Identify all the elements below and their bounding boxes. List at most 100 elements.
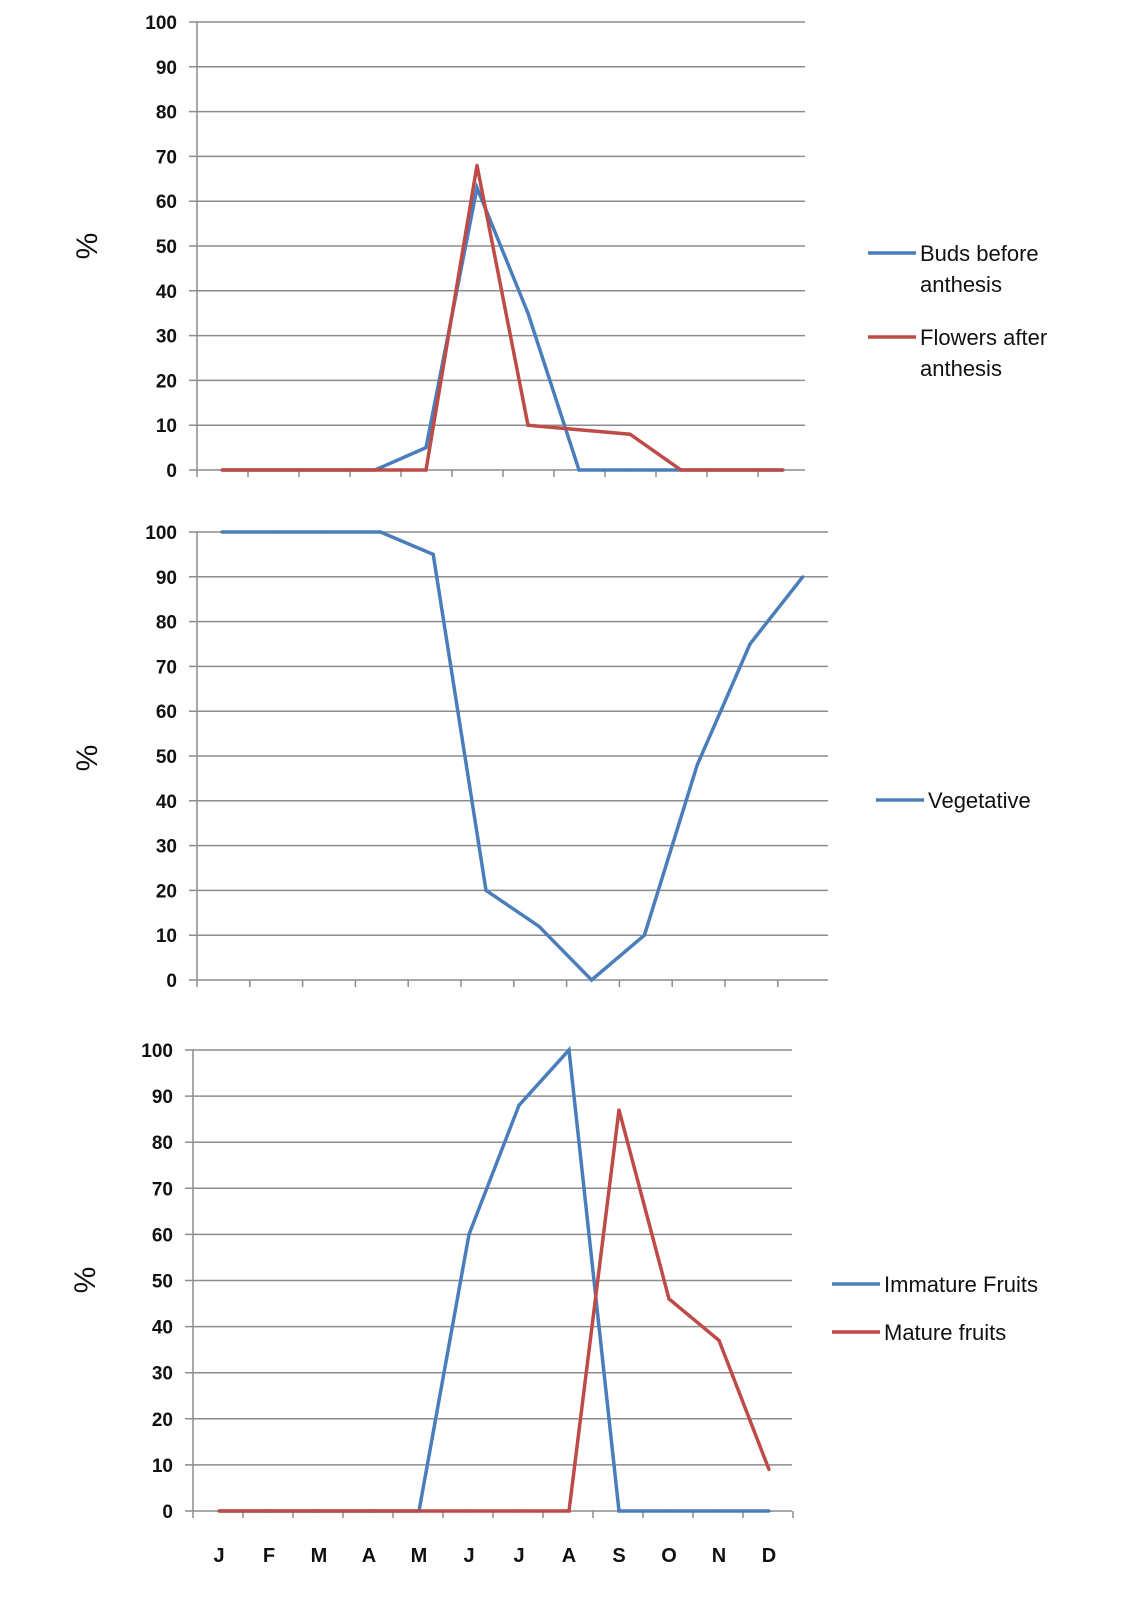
data-point-2-1-10 bbox=[695, 763, 699, 767]
x-tick-label-3-12: D bbox=[762, 1545, 776, 1567]
y-tick-label-2-90: 90 bbox=[156, 568, 177, 589]
y-tick-label-1-60: 60 bbox=[156, 192, 177, 213]
y-tick-label-3-40: 40 bbox=[152, 1318, 173, 1339]
y-tick-label-2-60: 60 bbox=[156, 702, 177, 723]
data-point-3-1-10 bbox=[667, 1509, 671, 1513]
y-tick-label-1-90: 90 bbox=[156, 58, 177, 79]
data-point-3-1-7 bbox=[517, 1103, 521, 1107]
y-tick-label-1-0: 0 bbox=[166, 461, 177, 482]
y-tick-label-3-10: 10 bbox=[152, 1456, 173, 1477]
legend-label-1-2: Flowers after bbox=[920, 325, 1047, 350]
y-tick-label-3-20: 20 bbox=[152, 1410, 173, 1431]
data-point-1-2-11 bbox=[730, 468, 734, 472]
data-point-2-1-4 bbox=[378, 530, 382, 534]
data-point-2-1-5 bbox=[431, 552, 435, 557]
y-tick-label-2-0: 0 bbox=[166, 971, 177, 992]
legend-label-1-1: Buds before bbox=[920, 241, 1039, 266]
data-point-2-1-8 bbox=[590, 978, 594, 982]
series-line-1-2 bbox=[222, 165, 783, 472]
y-tick-label-1-20: 20 bbox=[156, 371, 177, 392]
data-point-1-1-8 bbox=[577, 468, 581, 472]
data-point-3-2-10 bbox=[667, 1297, 671, 1301]
legend-label-1-2-line2: anthesis bbox=[920, 356, 1002, 381]
x-tick-label-3-4: A bbox=[362, 1545, 376, 1567]
series-line-3-2 bbox=[219, 1109, 771, 1513]
data-point-2-1-1 bbox=[220, 530, 224, 534]
x-tick-label-3-9: S bbox=[612, 1545, 625, 1567]
data-point-3-2-3 bbox=[317, 1509, 321, 1513]
y-axis-label-2: % bbox=[71, 745, 104, 772]
y-tick-label-1-70: 70 bbox=[156, 147, 177, 168]
data-point-3-1-9 bbox=[617, 1509, 621, 1513]
x-tick-label-3-7: J bbox=[513, 1545, 524, 1567]
data-point-1-2-6 bbox=[475, 163, 479, 167]
data-point-1-1-7 bbox=[526, 311, 530, 315]
legend-label-2-1: Vegetative bbox=[928, 788, 1031, 813]
data-point-2-1-7 bbox=[537, 924, 541, 928]
data-point-3-1-6 bbox=[467, 1232, 471, 1236]
data-point-1-2-5 bbox=[424, 468, 428, 472]
data-point-2-1-6 bbox=[484, 888, 488, 893]
x-tick-label-3-5: M bbox=[411, 1545, 428, 1567]
y-tick-label-2-10: 10 bbox=[156, 926, 177, 947]
data-point-1-1-6 bbox=[475, 186, 479, 190]
data-point-1-2-7 bbox=[526, 423, 530, 427]
data-point-3-2-1 bbox=[217, 1509, 221, 1513]
y-tick-label-1-30: 30 bbox=[156, 327, 177, 348]
y-tick-label-3-60: 60 bbox=[152, 1225, 173, 1246]
y-tick-label-2-50: 50 bbox=[156, 747, 177, 768]
data-point-3-2-5 bbox=[417, 1509, 421, 1513]
x-tick-label-3-3: M bbox=[311, 1545, 328, 1567]
x-tick-label-3-10: O bbox=[661, 1545, 677, 1567]
y-tick-label-3-0: 0 bbox=[162, 1502, 173, 1523]
data-point-2-1-12 bbox=[801, 575, 805, 579]
series-line-2-1 bbox=[222, 530, 805, 983]
data-point-1-1-5 bbox=[424, 446, 428, 450]
y-axis-label-3: % bbox=[69, 1267, 102, 1294]
data-point-3-1-8 bbox=[567, 1048, 571, 1052]
data-point-1-2-8 bbox=[577, 428, 581, 432]
x-tick-label-3-2: F bbox=[263, 1545, 275, 1567]
y-tick-label-2-40: 40 bbox=[156, 792, 177, 813]
data-point-2-1-11 bbox=[748, 642, 752, 646]
y-tick-label-2-70: 70 bbox=[156, 657, 177, 678]
y-tick-label-1-10: 10 bbox=[156, 416, 177, 437]
y-tick-label-3-50: 50 bbox=[152, 1272, 173, 1293]
data-point-1-2-1 bbox=[220, 468, 224, 472]
x-tick-label-3-8: A bbox=[562, 1545, 576, 1567]
data-point-1-2-4 bbox=[373, 468, 377, 472]
data-point-1-2-3 bbox=[322, 468, 326, 472]
y-tick-label-3-80: 80 bbox=[152, 1133, 173, 1154]
data-point-3-2-12 bbox=[767, 1467, 771, 1472]
y-tick-label-1-50: 50 bbox=[156, 237, 177, 258]
legend-label-1-1-line2: anthesis bbox=[920, 272, 1002, 297]
legend-label-3-1: Immature Fruits bbox=[884, 1272, 1038, 1297]
y-tick-label-3-30: 30 bbox=[152, 1364, 173, 1385]
data-point-3-2-11 bbox=[717, 1338, 721, 1343]
y-tick-label-3-100: 100 bbox=[141, 1041, 173, 1062]
data-point-1-2-10 bbox=[679, 468, 683, 472]
data-point-1-2-12 bbox=[781, 468, 785, 472]
data-point-3-2-8 bbox=[567, 1509, 571, 1513]
data-point-3-2-2 bbox=[267, 1509, 271, 1513]
data-point-3-2-9 bbox=[617, 1108, 621, 1112]
y-axis-label-1: % bbox=[71, 233, 104, 260]
data-point-2-1-9 bbox=[642, 933, 647, 937]
y-tick-label-1-100: 100 bbox=[145, 13, 177, 34]
y-tick-label-2-20: 20 bbox=[156, 881, 177, 902]
data-point-2-1-3 bbox=[326, 530, 330, 534]
x-tick-label-3-1: J bbox=[213, 1545, 224, 1567]
y-tick-label-3-70: 70 bbox=[152, 1179, 173, 1200]
data-point-3-2-4 bbox=[367, 1509, 371, 1513]
data-point-3-1-11 bbox=[717, 1509, 721, 1513]
data-point-3-2-7 bbox=[517, 1509, 521, 1513]
data-point-3-1-12 bbox=[767, 1509, 771, 1513]
legend-label-3-2: Mature fruits bbox=[884, 1320, 1006, 1345]
data-point-2-1-2 bbox=[273, 530, 277, 534]
data-point-1-1-9 bbox=[628, 468, 632, 472]
y-tick-label-2-100: 100 bbox=[145, 523, 177, 544]
y-tick-label-1-80: 80 bbox=[156, 103, 177, 124]
